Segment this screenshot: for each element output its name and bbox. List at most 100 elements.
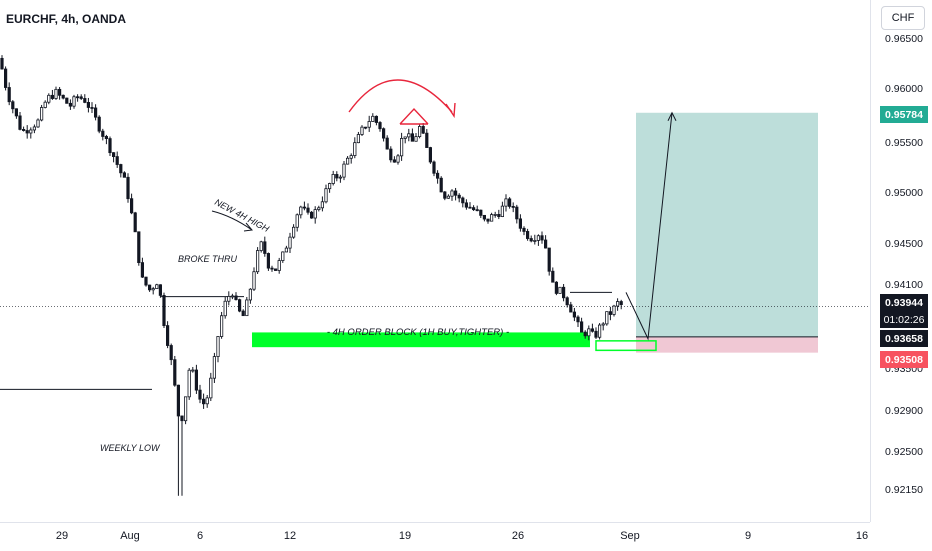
new-high-label: NEW 4H HIGH	[213, 197, 271, 234]
candle-body	[36, 119, 40, 128]
price-tick: 0.96000	[885, 83, 923, 95]
candle-body	[482, 214, 487, 220]
weekly-low-label: WEEKLY LOW	[100, 443, 161, 453]
candle-body	[356, 134, 361, 144]
order-block-zone	[252, 332, 590, 348]
entry-box	[595, 340, 657, 352]
candle-body	[83, 98, 87, 103]
candle-body	[201, 398, 206, 405]
candle-body	[349, 155, 353, 159]
candle-body	[273, 268, 278, 271]
candle-body	[86, 102, 90, 108]
currency-button[interactable]: CHF	[881, 6, 925, 30]
candle-body	[399, 138, 404, 157]
candle-body	[302, 206, 307, 209]
price-tick: 0.92500	[885, 446, 923, 458]
candle-body	[461, 197, 465, 204]
candle-body	[342, 163, 346, 178]
time-tick: 6	[196, 530, 204, 542]
candle-body	[396, 155, 400, 163]
candle-body	[288, 236, 292, 249]
candle-body	[237, 299, 242, 312]
candle-body	[594, 330, 598, 338]
countdown-badge: 01:02:26	[880, 311, 928, 328]
candle-body	[129, 198, 134, 214]
price-tick: 0.95500	[885, 137, 923, 149]
candle-body	[58, 88, 62, 96]
stop-price-badge: 0.93508	[880, 351, 928, 368]
price-tick: 0.94500	[885, 238, 923, 250]
candle-body	[198, 389, 202, 400]
candle-body	[306, 207, 310, 213]
candle-body	[551, 270, 555, 283]
candle-body	[601, 323, 605, 326]
chart-area[interactable]: NEW 4H HIGH BROKE THRU WEEKLY LOW - 4H O…	[0, 0, 870, 522]
candle-body	[363, 126, 368, 129]
candle-body	[54, 88, 58, 99]
candle-body	[122, 172, 126, 178]
candle-body	[32, 126, 37, 131]
candle-body	[432, 161, 436, 174]
candle-body	[407, 133, 411, 138]
candle-body	[230, 295, 234, 298]
candle-body	[147, 284, 152, 291]
candle-body	[227, 296, 231, 302]
candle-body	[457, 194, 461, 199]
candle-body	[133, 212, 137, 233]
candle-body	[500, 205, 505, 217]
candle-body	[540, 235, 544, 241]
candle-body	[533, 240, 537, 242]
candle-body	[536, 235, 541, 241]
candle-body	[439, 177, 443, 193]
price-tick: 0.92900	[885, 405, 923, 417]
time-tick: Sep	[620, 530, 640, 542]
candle-body	[479, 209, 483, 216]
candle-body	[299, 206, 303, 216]
candle-body	[619, 301, 623, 305]
price-axis[interactable]	[870, 0, 932, 522]
candle-body	[183, 396, 188, 422]
candle-body	[374, 115, 379, 123]
candle-body	[108, 138, 112, 154]
target-price-badge: 0.95784	[880, 106, 928, 123]
candle-body	[223, 300, 227, 317]
candle-body	[497, 214, 501, 217]
candle-body	[50, 94, 55, 99]
candle-body	[216, 336, 220, 357]
candle-body	[309, 211, 314, 219]
candle-body	[212, 356, 216, 379]
candle-body	[471, 207, 476, 211]
candle-body	[425, 132, 429, 148]
time-tick: 9	[744, 530, 752, 542]
candle-body	[281, 251, 285, 261]
candle-body	[234, 295, 238, 301]
candle-body	[248, 288, 252, 301]
candle-body	[47, 94, 51, 103]
stop-zone	[636, 336, 818, 353]
candle-body	[324, 188, 328, 203]
candle-body	[378, 122, 382, 130]
candle-body	[529, 238, 533, 242]
candle-body	[68, 102, 72, 107]
candle-body	[587, 328, 591, 337]
candle-body	[522, 227, 526, 232]
candle-body	[115, 156, 119, 165]
candle-body	[331, 174, 335, 184]
candle-body	[72, 96, 76, 107]
candle-body	[255, 250, 260, 273]
candle-body	[43, 101, 47, 108]
candle-body	[25, 130, 29, 134]
candle-body	[29, 129, 33, 134]
candle-body	[317, 207, 321, 211]
time-tick: 19	[398, 530, 412, 542]
time-tick: 29	[55, 530, 69, 542]
candle-body	[417, 126, 422, 137]
candle-body	[389, 148, 393, 161]
candle-body	[421, 126, 425, 134]
candle-body	[335, 174, 339, 179]
candle-body	[119, 164, 123, 174]
time-axis[interactable]	[0, 522, 870, 551]
candle-body	[155, 284, 159, 290]
candle-body	[598, 324, 602, 338]
candle-body	[76, 96, 80, 99]
